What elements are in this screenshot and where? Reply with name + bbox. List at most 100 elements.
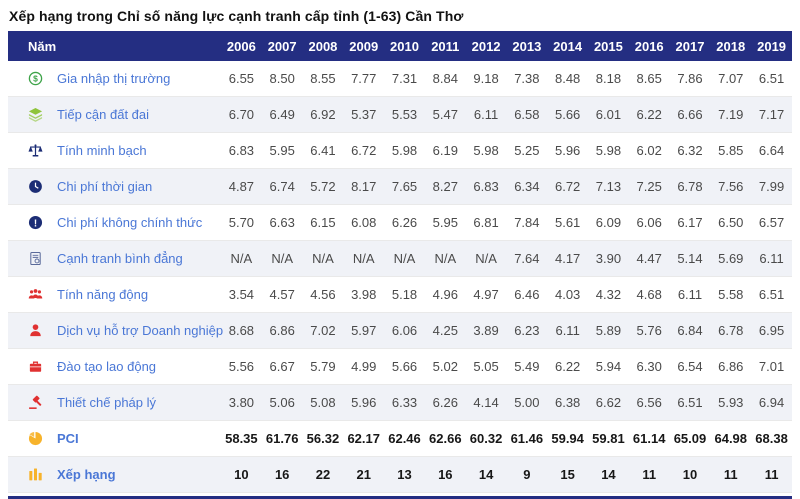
value-cell: 6.30 — [628, 348, 670, 385]
indicator-label-cell: Xếp hạng — [8, 456, 221, 493]
indicator-label[interactable]: Thiết chế pháp lý — [57, 395, 157, 410]
value-cell: 6.22 — [547, 348, 589, 385]
indicator-label[interactable]: Đào tạo lao động — [57, 359, 157, 374]
value-cell: 61.14 — [628, 420, 670, 457]
value-cell: 4.96 — [424, 276, 466, 313]
value-cell: 6.02 — [628, 132, 670, 169]
indicator-label-cell: Tính năng động — [8, 276, 221, 313]
indicator-label[interactable]: Tính năng động — [57, 287, 149, 302]
table-row: Cạnh tranh bình đẳng N/A N/A N/A N/A N/A N/A N/… — [8, 240, 792, 277]
value-cell: 5.72 — [302, 168, 344, 205]
value-cell: 5.37 — [343, 96, 385, 133]
value-cell: 62.17 — [343, 420, 385, 457]
value-cell: 5.49 — [506, 348, 548, 385]
indicator-label[interactable]: Cạnh tranh bình đẳng — [57, 251, 183, 266]
table-row: $ Gia nhập thị trường 6.55 8.50 8.55 7.77 7.31… — [8, 61, 792, 97]
value-cell: 65.09 — [669, 420, 711, 457]
value-cell: 13 — [384, 456, 425, 493]
indicator-label[interactable]: Gia nhập thị trường — [57, 71, 171, 86]
value-cell: 5.00 — [506, 384, 548, 421]
indicator-label-cell: Chi phí thời gian — [8, 168, 221, 205]
value-cell: 8.55 — [302, 61, 344, 97]
value-cell: 14 — [465, 456, 507, 493]
value-cell: 4.03 — [547, 276, 589, 313]
value-cell: 4.57 — [261, 276, 303, 313]
value-cell: 7.25 — [628, 168, 670, 205]
value-cell: 21 — [343, 456, 385, 493]
people-group-icon — [27, 287, 43, 303]
year-header: 2013 — [506, 31, 548, 61]
value-cell: 6.55 — [221, 61, 262, 97]
indicator-label[interactable]: Chi phí không chính thức — [57, 215, 203, 230]
value-cell: 6.70 — [221, 96, 262, 133]
value-cell: N/A — [465, 240, 507, 277]
indicator-label[interactable]: Chi phí thời gian — [57, 179, 153, 194]
value-cell: 68.38 — [751, 420, 792, 457]
value-cell: 7.65 — [384, 168, 425, 205]
value-cell: 7.38 — [506, 61, 548, 97]
value-cell: 7.07 — [710, 61, 752, 97]
value-cell: 11 — [751, 456, 792, 493]
value-cell: 6.06 — [628, 204, 670, 241]
value-cell: 4.87 — [221, 168, 262, 205]
indicator-label[interactable]: Tính minh bạch — [57, 143, 147, 158]
value-cell: 59.81 — [588, 420, 629, 457]
value-cell: 5.53 — [384, 96, 425, 133]
table-row: ! Chi phí không chính thức 5.70 6.63 6.15 6.0… — [8, 204, 792, 241]
indicator-label-cell: Tiếp cận đất đai — [8, 96, 221, 133]
table-row: Tính minh bạch 6.83 5.95 6.41 6.72 5.98 6.19 5.… — [8, 132, 792, 169]
value-cell: 5.18 — [384, 276, 425, 313]
value-cell: 5.47 — [424, 96, 466, 133]
value-cell: 6.49 — [261, 96, 303, 133]
value-cell: 6.41 — [302, 132, 344, 169]
indicator-label[interactable]: Dịch vụ hỗ trợ Doanh nghiệp — [57, 323, 224, 338]
value-cell: 6.58 — [506, 96, 548, 133]
value-cell: 8.68 — [221, 312, 262, 349]
year-header: 2011 — [424, 31, 466, 61]
value-cell: 5.95 — [261, 132, 303, 169]
value-cell: 56.32 — [302, 420, 344, 457]
value-cell: 4.56 — [302, 276, 344, 313]
value-cell: 6.74 — [261, 168, 303, 205]
exclamation-circle-icon: ! — [27, 215, 43, 231]
value-cell: N/A — [384, 240, 425, 277]
indicator-label[interactable]: PCI — [57, 431, 79, 446]
value-cell: 8.50 — [261, 61, 303, 97]
value-cell: 6.38 — [547, 384, 589, 421]
labor-training-icon — [27, 359, 43, 375]
value-cell: 8.84 — [424, 61, 466, 97]
value-cell: 16 — [424, 456, 466, 493]
value-cell: 9 — [506, 456, 548, 493]
person-icon — [27, 323, 43, 339]
value-cell: N/A — [343, 240, 385, 277]
value-cell: 6.08 — [343, 204, 385, 241]
value-cell: 6.11 — [751, 240, 792, 277]
value-cell: 8.65 — [628, 61, 670, 97]
year-header: 2010 — [384, 31, 425, 61]
indicator-label[interactable]: Xếp hạng — [57, 467, 116, 482]
value-cell: 6.51 — [751, 61, 792, 97]
indicator-label-cell: Dịch vụ hỗ trợ Doanh nghiệp — [8, 312, 224, 349]
indicator-label[interactable]: Tiếp cận đất đai — [57, 107, 150, 122]
indicator-label-cell: $ Gia nhập thị trường — [8, 61, 221, 97]
value-cell: 6.83 — [465, 168, 507, 205]
value-cell: 4.17 — [547, 240, 589, 277]
indicator-label-cell: Thiết chế pháp lý — [8, 384, 221, 421]
indicator-label-cell: Đào tạo lao động — [8, 348, 221, 385]
value-cell: 7.99 — [751, 168, 792, 205]
indicator-label-cell: ! Chi phí không chính thức — [8, 204, 221, 241]
value-cell: 6.19 — [424, 132, 466, 169]
value-cell: 6.78 — [710, 312, 752, 349]
year-header: 2019 — [751, 31, 792, 61]
value-cell: 3.80 — [221, 384, 262, 421]
value-cell: 6.11 — [465, 96, 507, 133]
value-cell: 4.32 — [588, 276, 629, 313]
value-cell: 3.54 — [221, 276, 262, 313]
scales-icon — [27, 143, 43, 159]
value-cell: 6.46 — [506, 276, 548, 313]
value-cell: 6.51 — [669, 384, 711, 421]
bar-chart-icon — [27, 467, 43, 483]
value-cell: 64.98 — [710, 420, 752, 457]
value-cell: 7.86 — [669, 61, 711, 97]
value-cell: 6.67 — [261, 348, 303, 385]
